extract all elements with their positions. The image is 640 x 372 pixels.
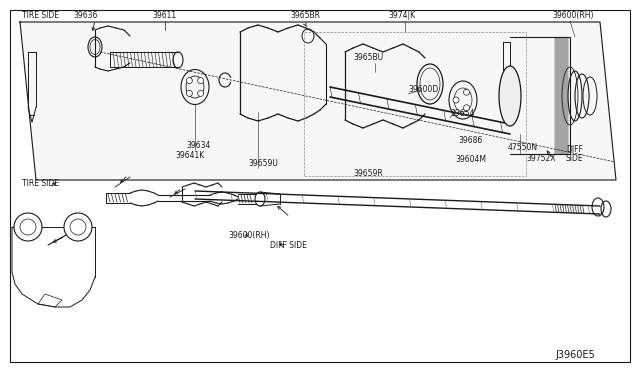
Circle shape [463,89,470,95]
Text: 39641K: 39641K [175,151,204,160]
Circle shape [198,90,204,96]
Text: 39604M: 39604M [455,155,486,164]
Text: 39636: 39636 [73,11,97,20]
Text: J3960E5: J3960E5 [555,350,595,360]
Text: 39686: 39686 [458,136,483,145]
Text: 39752X: 39752X [526,154,556,163]
Text: TIRE SIDE: TIRE SIDE [22,179,59,188]
Text: SIDE: SIDE [566,154,584,163]
Text: 39600D: 39600D [408,85,438,94]
Circle shape [186,78,193,84]
Text: 3965BU: 3965BU [353,53,383,62]
Circle shape [463,105,470,111]
Text: 39600(RH): 39600(RH) [228,231,269,240]
Circle shape [198,78,204,84]
Circle shape [453,97,459,103]
Bar [304,32,526,176]
Text: 39659U: 39659U [248,159,278,168]
Text: TIRE SIDE: TIRE SIDE [22,11,59,20]
Text: 39600(RH): 39600(RH) [552,11,593,20]
Text: 47550N: 47550N [508,143,538,152]
Text: 39634: 39634 [186,141,211,150]
Circle shape [14,213,42,241]
Text: 39654: 39654 [450,109,474,118]
Polygon shape [20,22,616,180]
Text: 39611: 39611 [152,11,176,20]
Ellipse shape [499,66,521,126]
Circle shape [64,213,92,241]
Text: 39659R: 39659R [353,169,383,178]
Circle shape [186,90,193,96]
Text: 3965BR: 3965BR [290,11,320,20]
Text: DIFF: DIFF [566,145,583,154]
Text: 3974|K: 3974|K [388,11,415,20]
Text: DIFF SIDE: DIFF SIDE [270,241,307,250]
